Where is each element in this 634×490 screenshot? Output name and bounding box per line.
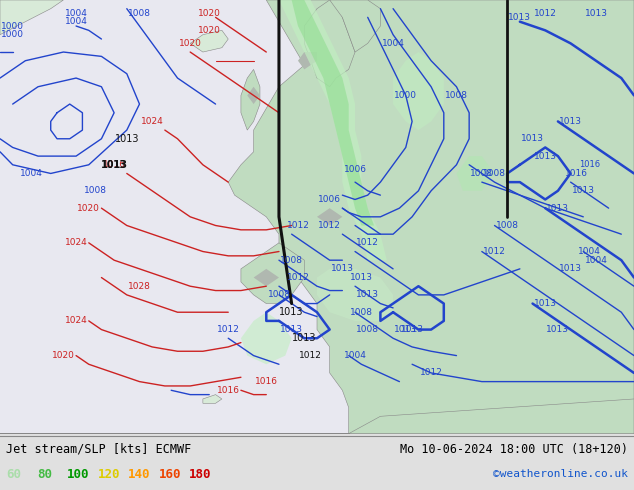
- Polygon shape: [317, 269, 393, 321]
- Text: 1013: 1013: [292, 333, 316, 343]
- Text: 1000: 1000: [1, 22, 24, 30]
- Text: 1008: 1008: [128, 8, 151, 18]
- Text: 1008: 1008: [84, 186, 107, 196]
- Text: 1016: 1016: [579, 160, 600, 169]
- Text: 1000: 1000: [394, 91, 417, 100]
- Text: 1012: 1012: [287, 221, 309, 230]
- Text: 1012: 1012: [318, 221, 341, 230]
- Text: 1012: 1012: [299, 351, 322, 360]
- Text: 1008: 1008: [445, 91, 468, 100]
- Text: 1016: 1016: [255, 377, 278, 386]
- Text: 160: 160: [158, 468, 181, 481]
- Text: 1012: 1012: [356, 238, 379, 247]
- Polygon shape: [298, 52, 317, 70]
- Text: 1013: 1013: [280, 307, 304, 317]
- Text: 1012: 1012: [420, 368, 443, 377]
- Text: 1013: 1013: [559, 117, 582, 126]
- Polygon shape: [279, 0, 387, 260]
- Text: 1020: 1020: [198, 8, 221, 18]
- Polygon shape: [247, 87, 260, 104]
- Text: 1013: 1013: [508, 13, 531, 22]
- Text: 1004: 1004: [65, 17, 87, 26]
- Text: 1013: 1013: [356, 291, 379, 299]
- Text: 1013: 1013: [559, 265, 582, 273]
- Text: 1004: 1004: [20, 169, 43, 178]
- Text: 1012: 1012: [287, 273, 309, 282]
- Text: 1013: 1013: [572, 186, 595, 196]
- Text: 180: 180: [189, 468, 211, 481]
- Text: 1008: 1008: [268, 291, 290, 299]
- Text: 1016: 1016: [217, 386, 240, 395]
- Text: 1013: 1013: [521, 134, 544, 143]
- Polygon shape: [292, 0, 374, 225]
- Text: 1008: 1008: [350, 308, 373, 317]
- Polygon shape: [203, 394, 222, 403]
- Text: 1020: 1020: [77, 204, 100, 213]
- Text: 1012: 1012: [217, 325, 240, 334]
- Polygon shape: [228, 0, 634, 434]
- Polygon shape: [241, 243, 304, 304]
- Text: 1013: 1013: [350, 273, 373, 282]
- Text: 1020: 1020: [52, 351, 75, 360]
- Polygon shape: [0, 399, 634, 434]
- Polygon shape: [190, 30, 228, 52]
- Text: 1016: 1016: [566, 169, 588, 178]
- Text: 1008: 1008: [470, 169, 493, 178]
- Text: 1013: 1013: [534, 299, 557, 308]
- Text: 1013: 1013: [394, 325, 417, 334]
- Text: 80: 80: [37, 468, 52, 481]
- Text: 1004: 1004: [65, 8, 87, 18]
- Polygon shape: [456, 156, 495, 191]
- Text: 1008: 1008: [483, 169, 506, 178]
- Text: 140: 140: [128, 468, 150, 481]
- Text: 1020: 1020: [198, 26, 221, 35]
- Text: 1012: 1012: [483, 247, 506, 256]
- Text: 1013: 1013: [115, 134, 139, 144]
- Text: 1004: 1004: [382, 39, 404, 48]
- Text: 1028: 1028: [128, 282, 151, 291]
- Text: 1013: 1013: [331, 265, 354, 273]
- Text: 1024: 1024: [65, 238, 87, 247]
- Text: 1013: 1013: [585, 8, 607, 18]
- Text: 1024: 1024: [65, 317, 87, 325]
- Text: Jet stream/SLP [kts] ECMWF: Jet stream/SLP [kts] ECMWF: [6, 443, 191, 456]
- Text: ©weatheronline.co.uk: ©weatheronline.co.uk: [493, 469, 628, 479]
- Polygon shape: [304, 0, 355, 87]
- Polygon shape: [317, 208, 342, 225]
- Text: 120: 120: [98, 468, 120, 481]
- Polygon shape: [241, 312, 292, 364]
- Text: 1008: 1008: [496, 221, 519, 230]
- Text: 1020: 1020: [179, 39, 202, 48]
- Text: 1000: 1000: [1, 30, 24, 39]
- Text: 1013: 1013: [534, 151, 557, 161]
- Text: 1008: 1008: [356, 325, 379, 334]
- Text: Mo 10-06-2024 18:00 UTC (18+120): Mo 10-06-2024 18:00 UTC (18+120): [399, 443, 628, 456]
- Text: 1004: 1004: [578, 247, 601, 256]
- Polygon shape: [330, 0, 380, 52]
- Polygon shape: [254, 269, 279, 286]
- Text: 60: 60: [6, 468, 22, 481]
- Text: 1004: 1004: [344, 351, 366, 360]
- Text: 1006: 1006: [344, 165, 366, 173]
- Polygon shape: [0, 0, 63, 35]
- Text: 1006: 1006: [318, 195, 341, 204]
- Polygon shape: [393, 52, 444, 130]
- Text: 1013: 1013: [280, 325, 303, 334]
- Text: 1004: 1004: [585, 256, 607, 265]
- Text: 1012: 1012: [534, 8, 557, 18]
- Text: 1024: 1024: [141, 117, 164, 126]
- Text: 1013: 1013: [102, 160, 126, 170]
- Text: 1013: 1013: [547, 204, 569, 213]
- Text: 1008: 1008: [280, 256, 303, 265]
- Text: 1013: 1013: [547, 325, 569, 334]
- Text: 1013: 1013: [101, 160, 127, 170]
- Text: 1013: 1013: [401, 325, 424, 334]
- Text: 1016: 1016: [103, 160, 126, 169]
- Polygon shape: [241, 70, 260, 130]
- Text: 100: 100: [67, 468, 89, 481]
